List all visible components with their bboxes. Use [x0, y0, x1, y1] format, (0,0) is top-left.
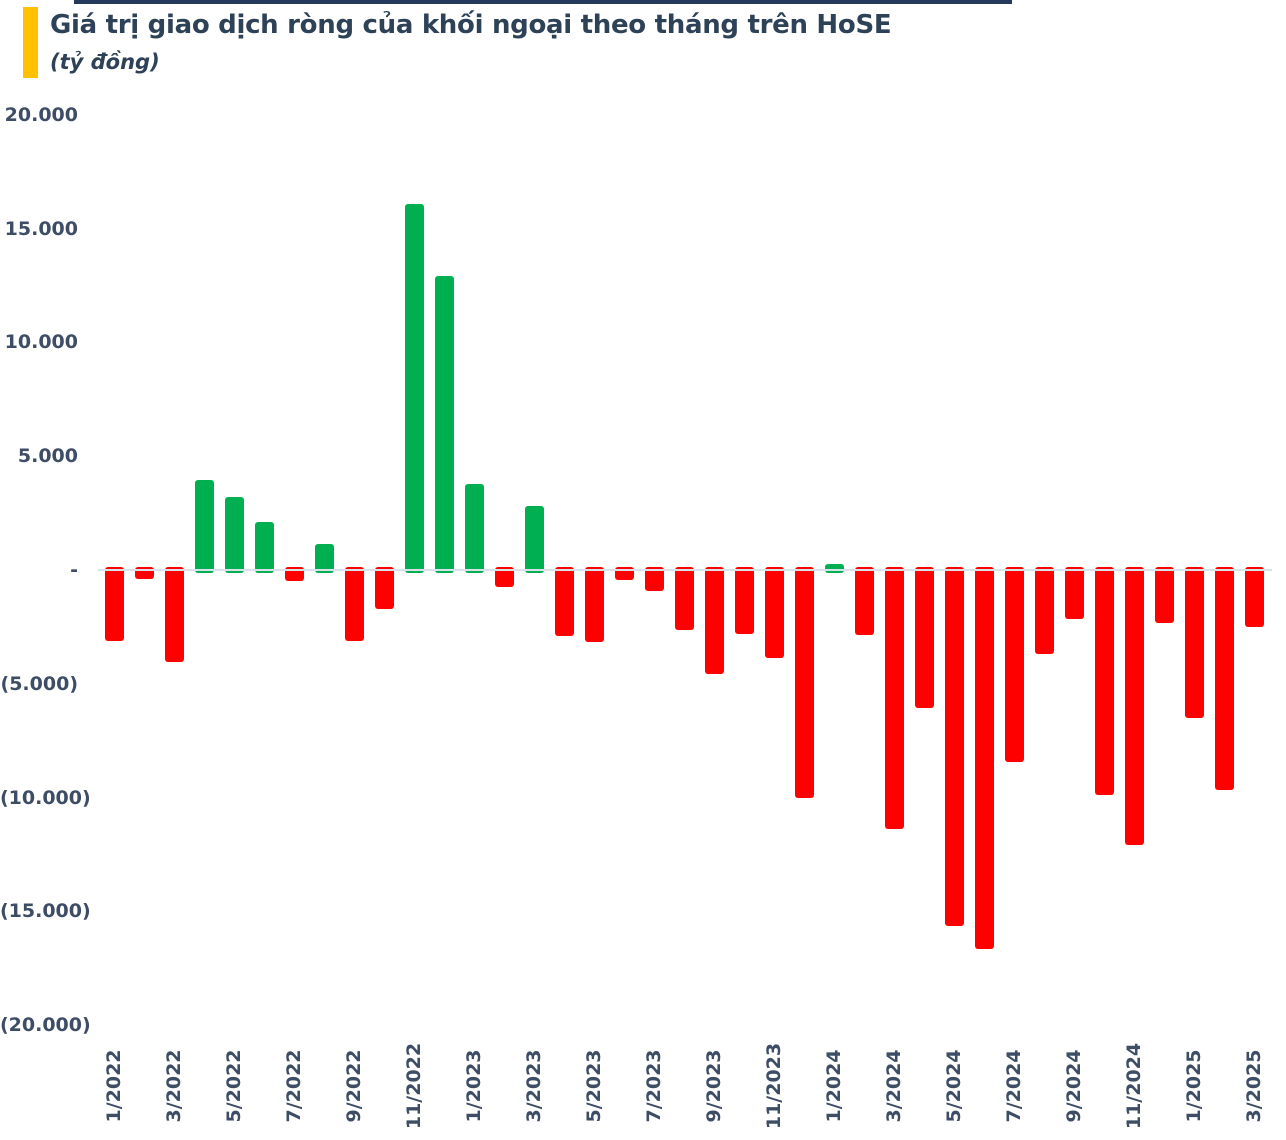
bar-4-2022	[194, 480, 214, 573]
y-axis-label: (15.000)	[0, 900, 91, 923]
x-axis-label: 1/2022	[103, 1049, 125, 1123]
bar-1-2023	[464, 483, 484, 573]
x-axis-label: 3/2025	[1243, 1049, 1265, 1123]
bar-10-2024	[1094, 567, 1114, 796]
x-axis-label: 9/2024	[1063, 1049, 1085, 1123]
bar-4-2024	[914, 567, 934, 708]
bar-12-2023	[794, 567, 814, 798]
x-axis-label: 3/2022	[163, 1049, 185, 1123]
x-axis-label: 5/2022	[223, 1049, 245, 1123]
x-axis-label: 11/2022	[403, 1042, 425, 1130]
bar-6-2022	[254, 522, 274, 573]
bar-2-2025	[1214, 567, 1234, 790]
y-axis-label: -	[70, 559, 78, 581]
y-axis-label: 5.000	[17, 445, 78, 468]
x-axis-label: 1/2024	[823, 1049, 845, 1123]
x-axis-label: 9/2022	[343, 1049, 365, 1123]
x-axis-label: 5/2023	[583, 1049, 605, 1123]
bar-2-2024	[854, 567, 874, 635]
bar-4-2023	[554, 567, 574, 636]
chart-subtitle: (tỷ đồng)	[50, 50, 160, 74]
y-axis-label: (5.000)	[0, 672, 78, 695]
bar-8-2024	[1034, 567, 1054, 655]
bar-9-2023	[704, 567, 724, 674]
x-axis-label: 1/2025	[1183, 1049, 1205, 1123]
x-axis-label: 7/2023	[643, 1049, 665, 1123]
bar-3-2023	[524, 506, 544, 573]
bar-12-2022	[434, 276, 454, 573]
bar-2-2023	[494, 567, 514, 588]
bar-11-2022	[404, 203, 424, 573]
bar-3-2025	[1244, 567, 1264, 627]
bar-1-2024	[824, 564, 844, 573]
x-axis-label: 1/2023	[463, 1049, 485, 1123]
bar-1-2025	[1184, 567, 1204, 718]
x-axis-label: 11/2023	[763, 1042, 785, 1130]
bar-7-2023	[644, 567, 664, 592]
top-edge-strip	[74, 0, 1012, 4]
y-axis-label: (20.000)	[0, 1014, 91, 1037]
bar-3-2022	[164, 567, 184, 663]
bar-5-2022	[224, 497, 244, 573]
bar-1-2022	[104, 567, 124, 641]
bar-6-2024	[974, 567, 994, 949]
zero-axis-line	[98, 569, 1272, 571]
y-axis-label: 15.000	[4, 217, 78, 240]
x-axis-label: 5/2024	[943, 1049, 965, 1123]
bar-11-2023	[764, 567, 784, 658]
x-axis-label: 3/2024	[883, 1049, 905, 1123]
title-accent-bar	[23, 7, 38, 78]
bar-7-2024	[1004, 567, 1024, 763]
bar-10-2022	[374, 567, 394, 609]
chart-title: Giá trị giao dịch ròng của khối ngoại th…	[50, 10, 892, 40]
bar-5-2023	[584, 567, 604, 642]
x-axis-label: 9/2023	[703, 1049, 725, 1123]
bar-8-2022	[314, 543, 334, 573]
y-axis-label: 10.000	[4, 331, 78, 354]
bar-11-2024	[1124, 567, 1144, 846]
bar-8-2023	[674, 567, 694, 631]
x-axis-label: 7/2022	[283, 1049, 305, 1123]
bar-9-2024	[1064, 567, 1084, 619]
bar-10-2023	[734, 567, 754, 634]
x-axis-label: 3/2023	[523, 1049, 545, 1123]
y-axis-label: (10.000)	[0, 786, 91, 809]
bar-5-2024	[944, 567, 964, 927]
y-axis-label: 20.000	[4, 103, 78, 126]
bar-12-2024	[1154, 567, 1174, 624]
x-axis-label: 7/2024	[1003, 1049, 1025, 1123]
x-axis-label: 11/2024	[1123, 1042, 1145, 1130]
bar-9-2022	[344, 567, 364, 641]
bar-3-2024	[884, 567, 904, 830]
